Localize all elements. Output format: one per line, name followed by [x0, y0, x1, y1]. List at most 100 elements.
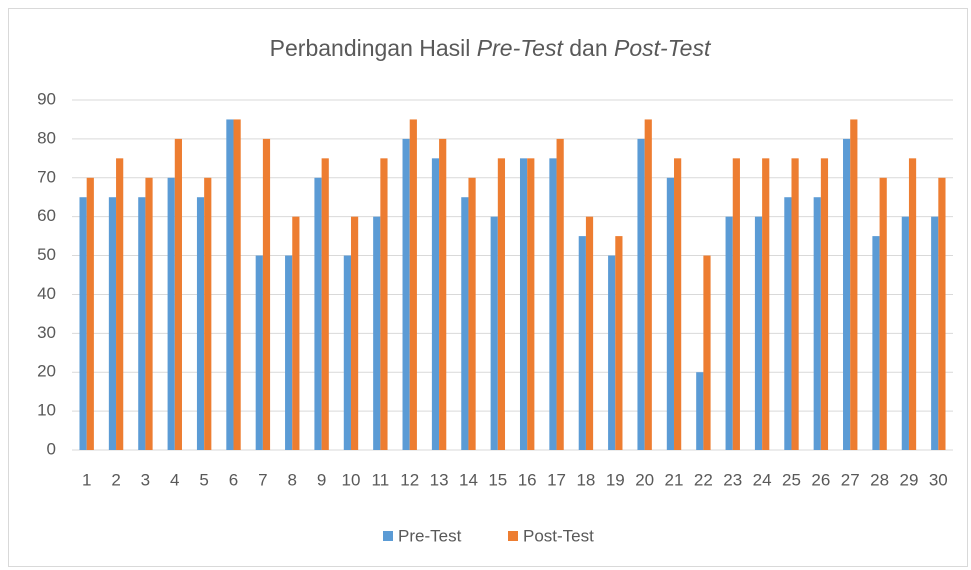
- bar: [402, 138, 410, 450]
- x-tick-label: 13: [430, 470, 449, 489]
- bar: [938, 177, 946, 450]
- title-run: Post-Test: [614, 35, 712, 61]
- bar: [409, 119, 417, 450]
- bar: [901, 216, 909, 450]
- y-tick-label: 50: [37, 245, 56, 264]
- chart-title: Perbandingan Hasil Pre-Test dan Post-Tes…: [270, 35, 712, 61]
- bar: [350, 216, 359, 450]
- x-tick-label: 20: [635, 470, 654, 489]
- bar: [784, 197, 792, 450]
- x-tick-label: 26: [811, 470, 830, 489]
- x-tick-label: 1: [82, 470, 91, 489]
- bar: [431, 158, 440, 451]
- bar: [255, 255, 263, 450]
- bar: [86, 177, 94, 450]
- y-tick-label: 30: [37, 323, 56, 342]
- bar: [813, 197, 821, 450]
- bar: [556, 138, 564, 450]
- bar: [174, 138, 182, 450]
- bar: [578, 236, 586, 450]
- bar: [226, 119, 234, 450]
- x-tick-label: 6: [229, 470, 238, 489]
- bar: [696, 372, 704, 450]
- bar: [285, 255, 293, 450]
- y-tick-label: 20: [37, 362, 56, 381]
- bar: [468, 177, 476, 450]
- x-tick-label: 16: [518, 470, 537, 489]
- title-run: Pre-Test: [477, 35, 565, 61]
- bar: [292, 216, 300, 450]
- bar: [850, 119, 858, 450]
- bar: [908, 158, 917, 451]
- bar: [725, 216, 733, 450]
- y-tick-label: 90: [37, 89, 56, 108]
- bar: [732, 158, 740, 451]
- x-tick-label: 5: [199, 470, 208, 489]
- bar: [461, 197, 469, 450]
- bar: [439, 138, 447, 450]
- x-tick-label: 29: [899, 470, 918, 489]
- x-tick-label: 3: [141, 470, 150, 489]
- x-tick-label: 19: [606, 470, 625, 489]
- bar: [637, 138, 645, 450]
- x-tick-label: 25: [782, 470, 801, 489]
- bar: [615, 236, 623, 450]
- x-tick-label: 22: [694, 470, 713, 489]
- title-run: dan: [563, 35, 614, 61]
- x-tick-label: 2: [111, 470, 120, 489]
- y-tick-label: 80: [37, 128, 56, 147]
- bar: [527, 158, 535, 451]
- legend-label: Pre-Test: [398, 526, 462, 545]
- x-tick-label: 23: [723, 470, 742, 489]
- bar: [791, 158, 799, 451]
- y-tick-label: 70: [37, 167, 56, 186]
- bar: [703, 255, 711, 450]
- bar: [138, 197, 146, 450]
- bar: [872, 236, 880, 450]
- bar: [108, 197, 117, 450]
- y-tick-label: 10: [37, 401, 56, 420]
- bar: [762, 158, 770, 451]
- bar: [204, 177, 212, 450]
- bar: [843, 138, 851, 450]
- bar: [262, 138, 271, 450]
- bar: [585, 216, 594, 450]
- bar: [233, 119, 241, 450]
- bar: [314, 177, 322, 450]
- bar: [820, 158, 829, 451]
- y-tick-label: 0: [47, 439, 56, 458]
- x-tick-label: 9: [317, 470, 326, 489]
- x-tick-label: 4: [170, 470, 179, 489]
- x-tick-label: 30: [929, 470, 948, 489]
- legend-swatch: [508, 531, 518, 541]
- x-tick-label: 27: [841, 470, 860, 489]
- bar: [79, 197, 87, 450]
- x-tick-label: 15: [488, 470, 507, 489]
- bar: [549, 158, 557, 451]
- x-tick-label: 14: [459, 470, 478, 489]
- bar: [879, 177, 887, 450]
- x-tick-label: 12: [400, 470, 419, 489]
- bar: [116, 158, 124, 451]
- bar: [380, 158, 388, 451]
- x-tick-label: 10: [342, 470, 361, 489]
- bar: [196, 197, 205, 450]
- bar: [666, 177, 675, 450]
- y-tick-label: 60: [37, 206, 56, 225]
- x-tick-label: 8: [288, 470, 297, 489]
- x-tick-label: 17: [547, 470, 566, 489]
- bar: [674, 158, 682, 451]
- bar: [931, 216, 939, 450]
- bar: [343, 255, 351, 450]
- x-tick-label: 7: [258, 470, 267, 489]
- x-tick-label: 21: [665, 470, 684, 489]
- bar: [608, 255, 616, 450]
- bar: [490, 216, 498, 450]
- bar: [321, 158, 329, 451]
- x-tick-label: 28: [870, 470, 889, 489]
- legend-label: Post-Test: [523, 526, 594, 545]
- bar: [145, 177, 153, 450]
- bar: [373, 216, 381, 450]
- title-run: Perbandingan Hasil: [270, 35, 477, 61]
